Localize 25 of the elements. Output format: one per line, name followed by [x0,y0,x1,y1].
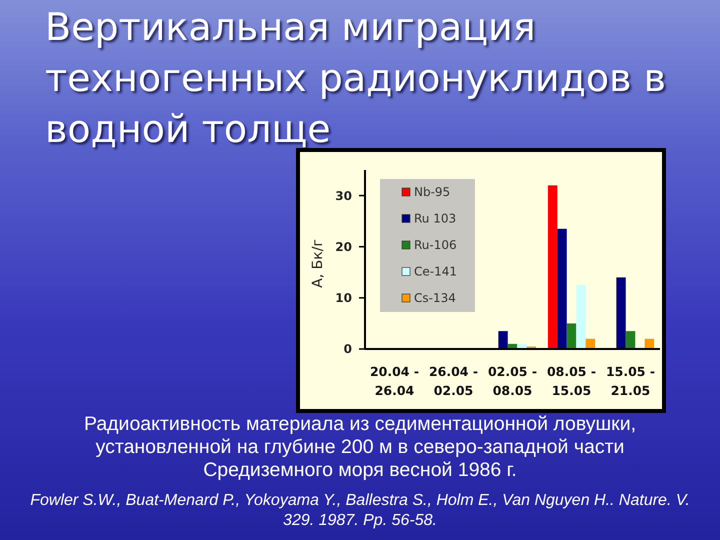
x-tick-label: 15.05 - 21.05 [606,364,656,398]
text: Fowler S.W., Buat-Menard P., Yokoyama Y., Ballestra S., Holm E., Van Nguyen H.. Nature. V. 329. 1987. Pp. 56-58. [30,492,690,529]
x-tick-label: 08.05 - 15.05 [546,364,596,398]
bar [498,331,508,349]
legend-label: Nb-95 [414,185,450,200]
y-axis-title: А, Бк/г [310,239,326,288]
bar [548,185,558,349]
y-tick-label: 0 [344,342,352,356]
x-tick-label: 02.05 - 08.05 [488,364,538,398]
y-tick-label: 30 [335,188,352,203]
chart-title: Вертикальная миграция техногенных радионуклидов в водной толще [45,5,666,151]
bar [616,277,626,349]
legend-label: Cs-134 [414,291,456,306]
y-tick-label: 10 [335,291,352,306]
legend-label: Ce-141 [414,264,457,279]
legend-label: Ru-106 [414,238,457,252]
text: Радиоактивность материала из седиментационной ловушки, установленной на глубине 200 м в северо-западной части Средиземного моря весной 1986 г. [84,413,636,481]
x-tick-label: 26.04 - 02.05 [428,364,478,398]
x-tick-label: 20.04 - 26.04 [370,364,420,398]
bar [566,323,576,349]
legend-label: Ru 103 [414,212,456,226]
bar [576,285,586,349]
bar [626,331,636,349]
y-tick-label: 20 [335,240,352,254]
bar [557,228,567,349]
